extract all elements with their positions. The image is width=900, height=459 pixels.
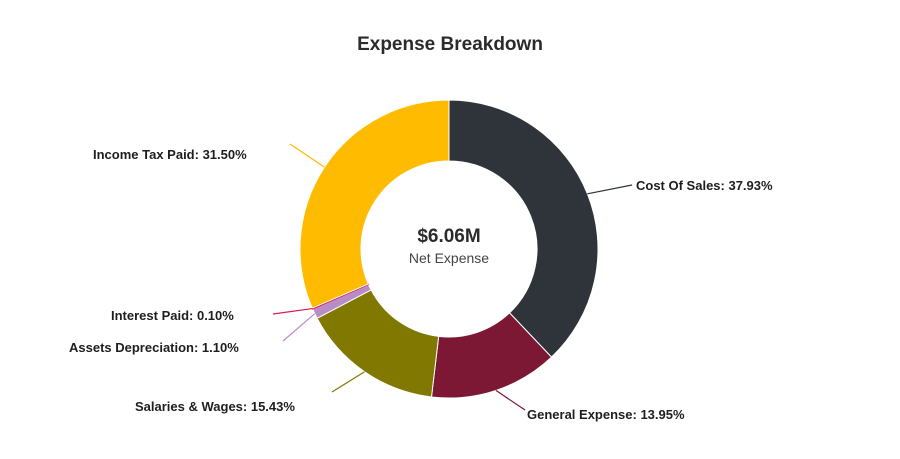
- label-general-expense: General Expense: 13.95%: [527, 407, 685, 422]
- center-total-label: Net Expense: [408, 250, 490, 266]
- donut-slices: [299, 99, 599, 399]
- label-interest-paid: Interest Paid: 0.10%: [111, 308, 234, 323]
- chart-title: Expense Breakdown: [357, 34, 543, 55]
- slice-income-tax-paid[interactable]: [299, 99, 450, 309]
- leader-line: [272, 307, 313, 315]
- leader-lines: [272, 143, 633, 411]
- label-assets-depreciation: Assets Depreciation: 1.10%: [69, 340, 239, 355]
- center-total-value: $6.06M: [417, 226, 481, 247]
- label-cost-of-sales: Cost Of Sales: 37.93%: [636, 178, 773, 193]
- leader-line: [331, 371, 365, 393]
- leader-line: [289, 143, 325, 168]
- label-salaries-wages: Salaries & Wages: 15.43%: [135, 399, 295, 414]
- label-income-tax-paid: Income Tax Paid: 31.50%: [93, 147, 247, 162]
- leader-line: [495, 389, 526, 411]
- leader-line: [282, 313, 316, 342]
- slice-cost-of-sales[interactable]: [448, 99, 599, 358]
- leader-line: [587, 184, 633, 195]
